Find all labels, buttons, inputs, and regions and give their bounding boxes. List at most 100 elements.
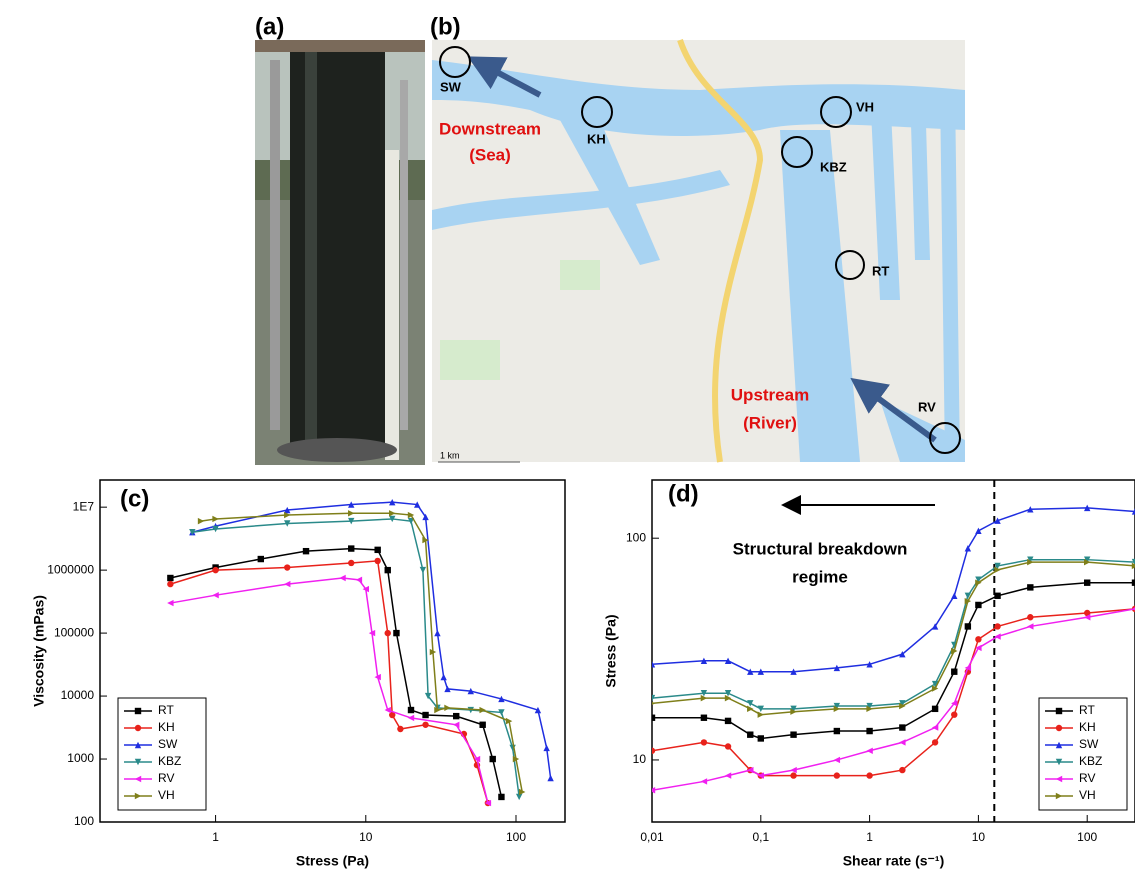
legend-marker [135, 708, 141, 714]
annotation: Structural breakdown [733, 539, 908, 558]
marker [284, 581, 290, 587]
marker [1084, 579, 1090, 585]
marker [790, 731, 796, 737]
y-axis-label: Viscosity (mPas) [31, 595, 47, 707]
legend-label: KBZ [1079, 754, 1102, 768]
legend-label: VH [1079, 788, 1096, 802]
x-tick-label: 1 [212, 830, 219, 844]
y-tick-label: 1E7 [73, 499, 95, 513]
series-line [652, 508, 1135, 672]
marker [932, 724, 938, 730]
site-label: RT [872, 263, 889, 278]
marker [356, 577, 362, 583]
marker [725, 718, 731, 724]
legend-marker [1056, 708, 1062, 714]
map-label: (Sea) [469, 145, 511, 164]
marker [866, 772, 872, 778]
legend-marker [1056, 725, 1062, 731]
marker [374, 558, 380, 564]
marker [284, 564, 290, 570]
map [432, 40, 965, 462]
site-label: SW [440, 79, 462, 94]
legend-label: SW [158, 737, 178, 751]
x-tick-label: 0,1 [752, 830, 769, 844]
marker [994, 623, 1000, 629]
marker [951, 593, 957, 599]
marker [453, 722, 459, 728]
marker [339, 575, 345, 581]
marker [866, 748, 872, 754]
marker [747, 706, 753, 712]
marker [701, 778, 707, 784]
series-line [170, 549, 501, 797]
marker [994, 593, 1000, 599]
map-label: Upstream [731, 385, 809, 404]
marker [167, 581, 173, 587]
marker [747, 700, 753, 706]
series-line [170, 578, 488, 803]
site-label: KH [587, 131, 606, 146]
panel-label: (a) [255, 13, 284, 40]
marker [1027, 623, 1033, 629]
y-tick-label: 100 [74, 814, 94, 828]
marker [198, 518, 204, 524]
marker [994, 633, 1000, 639]
marker [899, 739, 905, 745]
series-line [192, 519, 519, 797]
marker [434, 630, 440, 636]
marker [932, 706, 938, 712]
marker [834, 757, 840, 763]
marker [758, 711, 764, 717]
marker [725, 743, 731, 749]
panel-label: (d) [668, 480, 699, 507]
marker [408, 512, 414, 518]
marker [167, 575, 173, 581]
marker [834, 772, 840, 778]
marker [790, 772, 796, 778]
site-label: VH [856, 99, 874, 114]
marker [951, 711, 957, 717]
series-line [192, 502, 550, 778]
marker [258, 556, 264, 562]
marker [975, 636, 981, 642]
marker [975, 528, 981, 534]
marker [951, 669, 957, 675]
x-tick-label: 100 [506, 830, 526, 844]
plot-area [167, 499, 554, 806]
legend-label: VH [158, 788, 175, 802]
marker [393, 630, 399, 636]
x-tick-label: 0,01 [640, 830, 664, 844]
legend-label: RV [1079, 771, 1095, 785]
series-line [652, 560, 1135, 709]
site-label: RV [918, 399, 936, 414]
marker [212, 516, 218, 522]
annotation: regime [792, 567, 848, 586]
marker [167, 600, 173, 606]
marker [790, 767, 796, 773]
marker [932, 739, 938, 745]
marker [701, 739, 707, 745]
marker [422, 722, 428, 728]
marker [385, 567, 391, 573]
y-tick-label: 1000000 [47, 562, 94, 576]
marker [348, 560, 354, 566]
figure: (a) (b) SW KH VH KBZ RT RV Downstream (S… [0, 0, 1135, 880]
marker [747, 731, 753, 737]
legend-label: KH [1079, 720, 1096, 734]
marker [547, 775, 553, 781]
marker [444, 705, 450, 711]
marker [834, 728, 840, 734]
marker [649, 715, 655, 721]
legend-label: KH [158, 720, 175, 734]
series-line [201, 513, 522, 792]
marker [374, 547, 380, 553]
panel-label: (c) [120, 485, 149, 512]
marker [649, 748, 655, 754]
marker [490, 756, 496, 762]
x-tick-label: 100 [1077, 830, 1097, 844]
marker [420, 567, 426, 573]
marker [965, 623, 971, 629]
legend-label: SW [1079, 737, 1099, 751]
legend-label: RT [158, 703, 174, 717]
map-scale: 1 km [440, 450, 460, 460]
